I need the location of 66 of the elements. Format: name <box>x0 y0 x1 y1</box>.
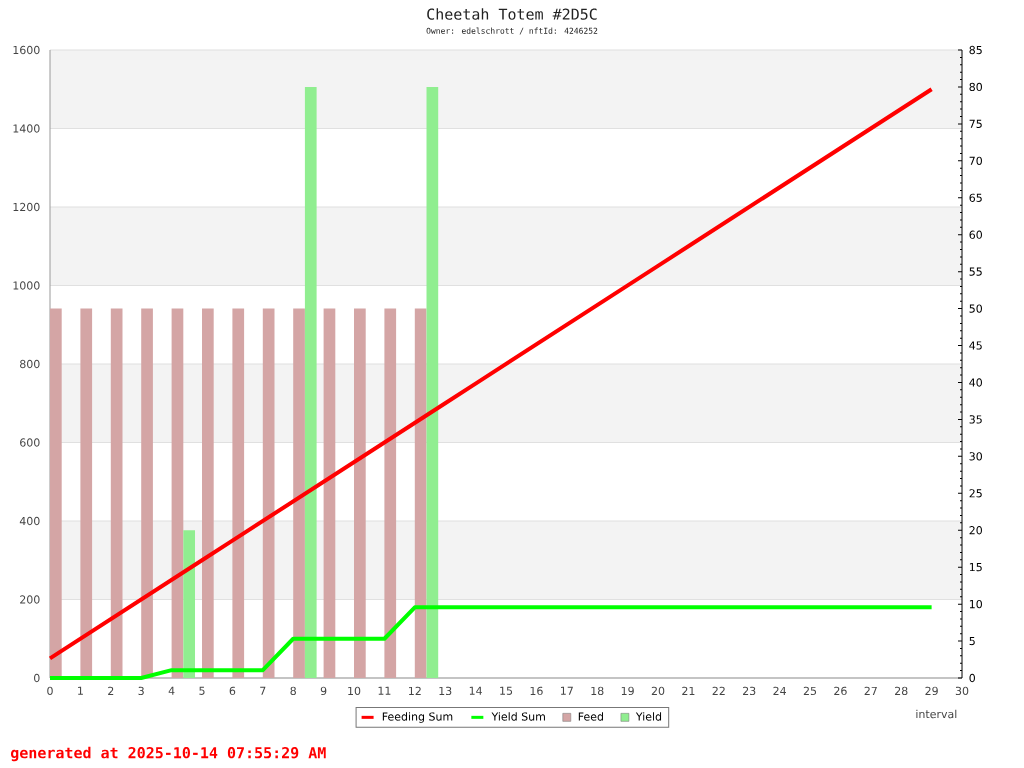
y-tick-label: 0 <box>34 673 40 683</box>
y-tick-label: 400 <box>19 516 40 526</box>
x-tick-label: 23 <box>743 686 756 696</box>
x-tick-label: 11 <box>378 686 391 695</box>
legend-label: Feed <box>578 712 603 721</box>
x-tick-label: 0 <box>47 686 53 696</box>
chart-subtitle: Owner: edelschrott / nftId: 4246252 <box>426 27 598 35</box>
y2-tick-label: 75 <box>969 119 982 128</box>
x-tick-label: 13 <box>439 686 452 696</box>
x-tick-label: 29 <box>925 686 938 696</box>
y2-tick-label: 0 <box>969 673 975 683</box>
x-tick-label: 8 <box>290 686 296 696</box>
y2-tick-label: 15 <box>969 563 982 572</box>
legend-label: Yield Sum <box>491 712 545 721</box>
x-tick-label: 2 <box>108 686 114 695</box>
y-tick-label: 200 <box>20 595 40 604</box>
y2-tick-label: 10 <box>969 599 982 609</box>
x-tick-label: 9 <box>320 686 327 696</box>
x-tick-label: 24 <box>773 686 786 695</box>
x-tick-label: 19 <box>621 686 634 696</box>
x-tick-label: 22 <box>712 686 725 695</box>
y2-tick-label: 85 <box>969 45 982 55</box>
x-tick-label: 15 <box>500 686 513 695</box>
y2-tick-label: 65 <box>969 193 982 202</box>
x-tick-label: 4 <box>168 686 175 695</box>
y-tick-label: 1000 <box>13 281 40 290</box>
x-tick-label: 25 <box>803 686 817 696</box>
y2-tick-label: 40 <box>969 378 982 387</box>
legend-label: Yield <box>635 712 662 721</box>
x-tick-label: 17 <box>561 686 573 695</box>
y2-tick-label: 55 <box>969 267 982 276</box>
y2-tick-label: 30 <box>969 452 982 461</box>
x-tick-label: 1 <box>78 686 83 695</box>
x-tick-label: 7 <box>260 686 266 695</box>
legend-label: Feeding Sum <box>382 712 453 723</box>
y-tick-label: 1600 <box>13 45 40 55</box>
x-tick-label: 20 <box>651 686 665 696</box>
x-tick-label: 26 <box>834 686 847 696</box>
text: generated at 2025-10-14 07:55:29 AM <box>10 746 326 762</box>
x-tick-label: 18 <box>591 686 604 696</box>
x-tick-label: 28 <box>895 686 908 696</box>
x-tick-label: 10 <box>348 686 361 696</box>
y-tick-label: 1400 <box>13 124 40 133</box>
x-tick-label: 3 <box>138 686 144 696</box>
y-tick-label: 800 <box>20 359 40 369</box>
y-tick-label: 1200 <box>13 202 40 212</box>
y2-tick-label: 70 <box>969 156 982 165</box>
x-axis-title: interval <box>916 709 957 719</box>
y-tick-label: 600 <box>20 438 40 447</box>
y2-tick-label: 50 <box>969 304 982 313</box>
y2-tick-label: 60 <box>969 230 982 239</box>
x-tick-label: 16 <box>530 686 543 696</box>
y2-tick-label: 45 <box>969 341 982 350</box>
x-tick-label: 5 <box>199 686 205 695</box>
y2-tick-label: 80 <box>969 82 982 92</box>
x-tick-label: 30 <box>955 686 969 696</box>
y2-tick-label: 25 <box>969 489 982 498</box>
y2-tick-label: 5 <box>969 636 975 646</box>
y2-tick-label: 20 <box>969 526 982 535</box>
chart-title: Cheetah Totem #2D5C <box>427 8 597 20</box>
x-tick-label: 12 <box>409 686 421 695</box>
y2-tick-label: 35 <box>969 415 982 424</box>
x-tick-label: 27 <box>864 686 877 695</box>
x-tick-label: 14 <box>469 686 482 695</box>
x-tick-label: 6 <box>229 686 236 696</box>
x-tick-label: 21 <box>682 686 695 695</box>
